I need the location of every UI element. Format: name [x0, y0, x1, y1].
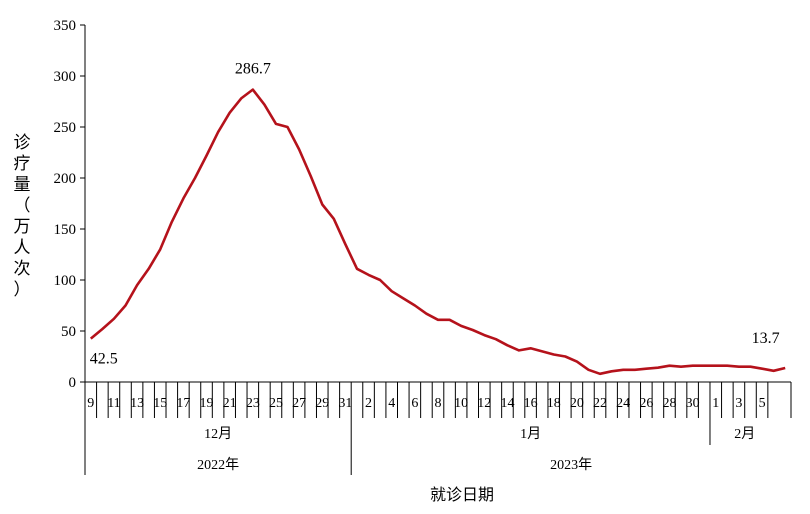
x-tick-label: 24: [616, 396, 630, 411]
y-tick-label: 200: [54, 171, 77, 187]
year-label: 2022年: [197, 457, 239, 473]
x-tick-label: 30: [686, 396, 700, 411]
y-tick-label: 300: [54, 69, 77, 85]
data-label: 42.5: [90, 351, 118, 368]
x-tick-label: 2: [365, 396, 372, 411]
y-tick-label: 250: [54, 120, 77, 136]
x-tick-label: 16: [524, 396, 538, 411]
x-tick-label: 12: [477, 396, 491, 411]
x-tick-label: 25: [269, 396, 283, 411]
y-axis-label-char: ）: [14, 280, 31, 299]
x-tick-label: 27: [292, 396, 306, 411]
y-axis-label-char: 量: [14, 175, 31, 194]
x-tick-label: 15: [153, 396, 167, 411]
x-tick-label: 18: [547, 396, 561, 411]
y-axis-label-char: 次: [14, 259, 31, 278]
y-axis-label-char: 诊: [14, 133, 31, 152]
x-tick-label: 28: [662, 396, 676, 411]
y-axis-label-char: （: [14, 196, 31, 215]
x-tick-label: 21: [223, 396, 237, 411]
x-tick-label: 14: [500, 396, 514, 411]
x-tick-label: 26: [639, 396, 653, 411]
month-label: 12月: [204, 426, 232, 442]
x-tick-label: 11: [107, 396, 120, 411]
x-tick-label: 13: [130, 396, 144, 411]
y-tick-label: 0: [69, 375, 77, 391]
x-tick-label: 23: [246, 396, 260, 411]
x-tick-label: 1: [712, 396, 719, 411]
x-tick-label: 29: [315, 396, 329, 411]
x-tick-label: 10: [454, 396, 468, 411]
y-tick-label: 150: [54, 222, 77, 238]
x-tick-label: 17: [176, 396, 190, 411]
x-tick-label: 6: [411, 396, 418, 411]
x-axis-label: 就诊日期: [430, 486, 494, 504]
x-tick-label: 4: [388, 396, 395, 411]
year-label: 2023年: [550, 457, 592, 473]
y-tick-label: 350: [54, 18, 77, 34]
month-label: 1月: [520, 426, 541, 442]
x-tick-label: 8: [435, 396, 442, 411]
y-tick-label: 100: [54, 273, 77, 289]
y-tick-label: 50: [61, 324, 76, 340]
x-tick-label: 5: [759, 396, 766, 411]
x-tick-label: 3: [735, 396, 742, 411]
y-axis-label-char: 疗: [14, 154, 31, 173]
data-line: [91, 90, 785, 374]
month-label: 2月: [734, 426, 755, 442]
data-label: 286.7: [235, 61, 271, 78]
y-axis-label-char: 人: [14, 238, 31, 257]
x-tick-label: 9: [87, 396, 94, 411]
x-tick-label: 19: [200, 396, 214, 411]
x-tick-label: 22: [593, 396, 607, 411]
x-tick-label: 20: [570, 396, 584, 411]
data-label: 13.7: [752, 330, 780, 347]
y-axis-label-char: 万: [14, 217, 31, 236]
x-tick-label: 31: [338, 396, 352, 411]
